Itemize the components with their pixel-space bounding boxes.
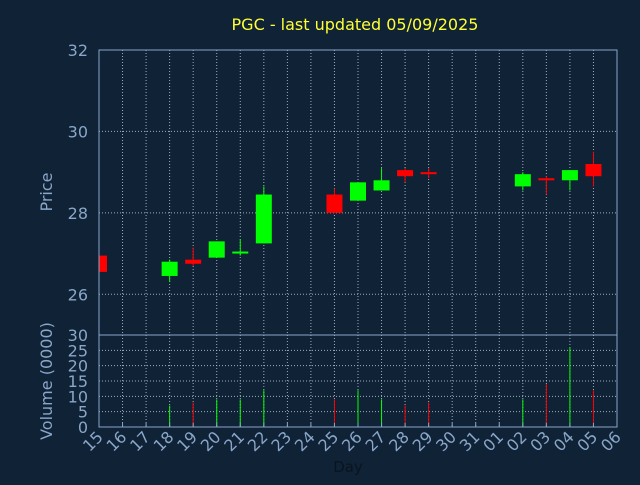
- candle-body: [232, 251, 249, 254]
- volume-tick-label: 5: [78, 403, 88, 422]
- volume-tick-label: 20: [68, 357, 88, 376]
- x-axis-label: Day: [333, 458, 363, 476]
- price-tick-label: 30: [68, 122, 88, 141]
- candle-body: [350, 182, 366, 201]
- price-axis-label: Price: [37, 172, 56, 211]
- volume-tick-label: 10: [68, 387, 88, 406]
- candle-body: [561, 170, 578, 181]
- candle-body: [185, 259, 202, 264]
- grid-layer: [98, 49, 618, 428]
- x-tick-label: 06: [597, 427, 625, 455]
- candle-body: [255, 194, 272, 244]
- price-tick-label: 32: [68, 41, 88, 60]
- candle-body: [514, 174, 531, 187]
- price-tick-label: 26: [68, 285, 88, 304]
- chart-title: PGC - last updated 05/09/2025: [232, 15, 479, 34]
- price-tick-label: 28: [68, 204, 88, 223]
- candle-body: [161, 261, 178, 276]
- candle-body: [585, 164, 602, 177]
- candle-body: [373, 180, 390, 191]
- volume-bars: [169, 347, 594, 427]
- candle-body: [420, 172, 437, 175]
- candle-body: [208, 241, 225, 258]
- volume-tick-label: 0: [78, 418, 88, 437]
- candle-body: [99, 255, 107, 272]
- candle-body: [326, 194, 343, 213]
- volume-tick-label: 15: [68, 372, 88, 391]
- volume-axis-label: Volume (0000): [37, 322, 56, 440]
- axis-labels: 2628303205101520253015161718192021222324…: [68, 41, 625, 455]
- volume-tick-label: 25: [68, 341, 88, 360]
- volume-tick-label: 30: [68, 326, 88, 345]
- price-candles: [98, 151, 602, 283]
- candle-body: [397, 170, 414, 177]
- plot-frames: [98, 49, 618, 428]
- candle-body: [538, 178, 555, 181]
